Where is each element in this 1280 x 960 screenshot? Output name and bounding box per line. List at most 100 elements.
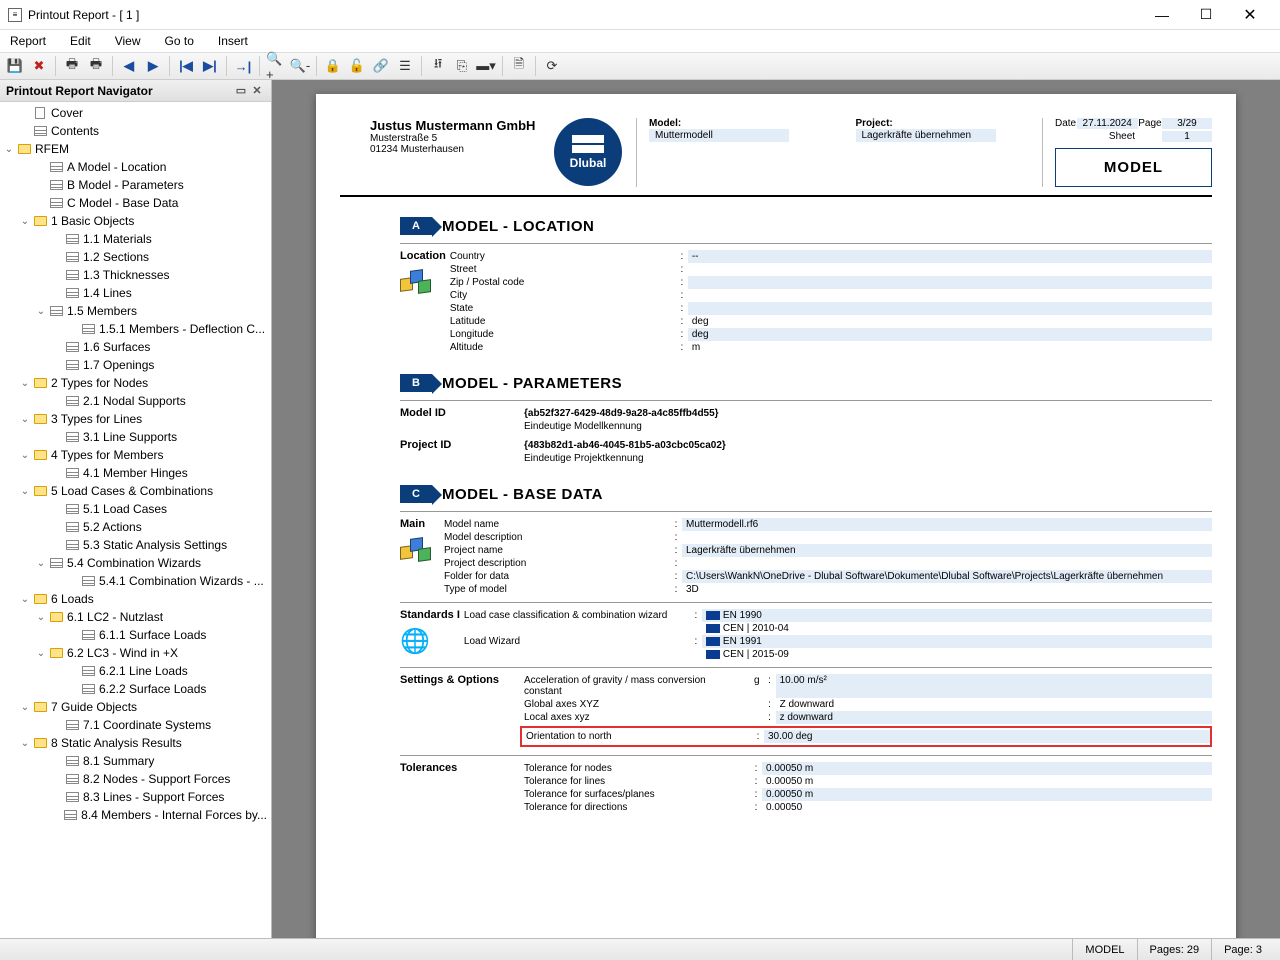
next-icon[interactable]: ▶ — [142, 55, 164, 77]
app-icon: ≡ — [8, 8, 22, 22]
preview-area[interactable]: Justus Mustermann GmbH Musterstraße 5 01… — [272, 80, 1280, 938]
first-icon[interactable]: |◀ — [175, 55, 197, 77]
tree-14[interactable]: 1.4 Lines — [0, 284, 271, 302]
tree-contents[interactable]: Contents — [0, 122, 271, 140]
tree-62[interactable]: ⌄6.2 LC3 - Wind in +X — [0, 644, 271, 662]
panel-close-icon[interactable]: ✕ — [249, 84, 265, 97]
zoom-in-icon[interactable]: 🔍+ — [265, 55, 287, 77]
print-setup-icon[interactable]: 🖶 — [85, 55, 107, 77]
date-value: 27.11.2024 — [1077, 118, 1138, 129]
tree-12[interactable]: 1.2 Sections — [0, 248, 271, 266]
insert-icon[interactable]: ⎘ — [451, 55, 473, 77]
company-addr2: 01234 Musterhausen — [370, 144, 540, 155]
tree-c[interactable]: C Model - Base Data — [0, 194, 271, 212]
tree-83[interactable]: 8.3 Lines - Support Forces — [0, 788, 271, 806]
tree-52[interactable]: 5.2 Actions — [0, 518, 271, 536]
model-id-label: Model ID — [400, 407, 520, 433]
tree-53[interactable]: 5.3 Static Analysis Settings — [0, 536, 271, 554]
tree-11[interactable]: 1.1 Materials — [0, 230, 271, 248]
block-standards: Standards I 🌐 Load case classification &… — [340, 609, 1212, 661]
page-break-icon[interactable]: ⭿ — [427, 55, 449, 77]
table-standards: Load case classification & combination w… — [460, 609, 1212, 661]
link-icon[interactable]: 🔗 — [370, 55, 392, 77]
tree-51[interactable]: 5.1 Load Cases — [0, 500, 271, 518]
title-c: MODEL - BASE DATA — [442, 486, 603, 503]
section-c-header: C MODEL - BASE DATA — [400, 485, 1212, 503]
cubes-icon — [400, 536, 440, 566]
navigator-header: Printout Report Navigator ▭ ✕ — [0, 80, 271, 102]
window-title: Printout Report - [ 1 ] — [28, 8, 1140, 22]
tree-21[interactable]: 2.1 Nodal Supports — [0, 392, 271, 410]
menu-edit[interactable]: Edit — [66, 32, 95, 50]
status-model: MODEL — [1072, 939, 1136, 960]
doc-icon[interactable]: 🗎 — [508, 55, 530, 77]
tree-16[interactable]: 1.6 Surfaces — [0, 338, 271, 356]
company-addr1: Musterstraße 5 — [370, 133, 540, 144]
tree-82[interactable]: 8.2 Nodes - Support Forces — [0, 770, 271, 788]
delete-icon[interactable]: ✖ — [28, 55, 50, 77]
title-a: MODEL - LOCATION — [442, 218, 594, 235]
refresh-icon[interactable]: ⟳ — [541, 55, 563, 77]
save-icon[interactable]: 💾 — [4, 55, 26, 77]
tree-b[interactable]: B Model - Parameters — [0, 176, 271, 194]
tree-54[interactable]: ⌄5.4 Combination Wizards — [0, 554, 271, 572]
tree-61[interactable]: ⌄6.1 LC2 - Nutzlast — [0, 608, 271, 626]
tree-3[interactable]: ⌄3 Types for Lines — [0, 410, 271, 428]
status-bar: MODEL Pages: 29 Page: 3 — [0, 938, 1280, 960]
prev-icon[interactable]: ◀ — [118, 55, 140, 77]
project-id-label: Project ID — [400, 439, 520, 465]
tree-a[interactable]: A Model - Location — [0, 158, 271, 176]
tree-81[interactable]: 8.1 Summary — [0, 752, 271, 770]
tree-622[interactable]: 6.2.2 Surface Loads — [0, 680, 271, 698]
menu-insert[interactable]: Insert — [214, 32, 252, 50]
tree-2[interactable]: ⌄2 Types for Nodes — [0, 374, 271, 392]
tree-rfem[interactable]: ⌄RFEM — [0, 140, 271, 158]
lock-icon[interactable]: 🔒 — [322, 55, 344, 77]
tree-621[interactable]: 6.2.1 Line Loads — [0, 662, 271, 680]
tree-8[interactable]: ⌄8 Static Analysis Results — [0, 734, 271, 752]
tree-6[interactable]: ⌄6 Loads — [0, 590, 271, 608]
panel-float-icon[interactable]: ▭ — [233, 84, 249, 97]
navigator-tree[interactable]: Cover Contents ⌄RFEM A Model - Location … — [0, 102, 271, 938]
tree-1[interactable]: ⌄1 Basic Objects — [0, 212, 271, 230]
tree-611[interactable]: 6.1.1 Surface Loads — [0, 626, 271, 644]
tree-7[interactable]: ⌄7 Guide Objects — [0, 698, 271, 716]
tree-13[interactable]: 1.3 Thicknesses — [0, 266, 271, 284]
report-page: Justus Mustermann GmbH Musterstraße 5 01… — [316, 94, 1236, 938]
maximize-button[interactable]: ☐ — [1184, 1, 1228, 29]
tree-151[interactable]: 1.5.1 Members - Deflection C... — [0, 320, 271, 338]
date-label: Date — [1055, 118, 1076, 129]
project-label: Project: — [856, 118, 1043, 129]
navigator-panel: Printout Report Navigator ▭ ✕ Cover Cont… — [0, 80, 272, 938]
tree-4[interactable]: ⌄4 Types for Members — [0, 446, 271, 464]
tree-31[interactable]: 3.1 Line Supports — [0, 428, 271, 446]
section-a-header: A MODEL - LOCATION — [400, 217, 1212, 235]
table-main: Model name:Muttermodell.rf6Model descrip… — [440, 518, 1212, 596]
tree-84[interactable]: 8.4 Members - Internal Forces by... — [0, 806, 271, 824]
list-icon[interactable]: ☰ — [394, 55, 416, 77]
print-icon[interactable]: 🖶 — [61, 55, 83, 77]
goto-icon[interactable]: →| — [232, 55, 254, 77]
tree-541[interactable]: 5.4.1 Combination Wizards - ... — [0, 572, 271, 590]
tree-5[interactable]: ⌄5 Load Cases & Combinations — [0, 482, 271, 500]
tree-cover[interactable]: Cover — [0, 104, 271, 122]
badge-c: C — [400, 485, 432, 503]
unlock-icon[interactable]: 🔓 — [346, 55, 368, 77]
color-icon[interactable]: ▬▾ — [475, 55, 497, 77]
menu-report[interactable]: Report — [6, 32, 50, 50]
close-button[interactable]: ✕ — [1228, 1, 1272, 29]
standards-header: Standards I — [400, 609, 460, 621]
tree-41[interactable]: 4.1 Member Hinges — [0, 464, 271, 482]
menu-goto[interactable]: Go to — [161, 32, 198, 50]
tree-15[interactable]: ⌄1.5 Members — [0, 302, 271, 320]
menu-view[interactable]: View — [111, 32, 145, 50]
tree-17[interactable]: 1.7 Openings — [0, 356, 271, 374]
highlight-box: Orientation to north:30.00 deg — [520, 726, 1212, 747]
last-icon[interactable]: ▶| — [199, 55, 221, 77]
tree-71[interactable]: 7.1 Coordinate Systems — [0, 716, 271, 734]
navigator-title: Printout Report Navigator — [6, 84, 153, 98]
zoom-out-icon[interactable]: 🔍- — [289, 55, 311, 77]
project-value: Lagerkräfte übernehmen — [856, 129, 996, 142]
dlubal-logo: Dlubal — [554, 118, 622, 186]
minimize-button[interactable]: — — [1140, 1, 1184, 29]
